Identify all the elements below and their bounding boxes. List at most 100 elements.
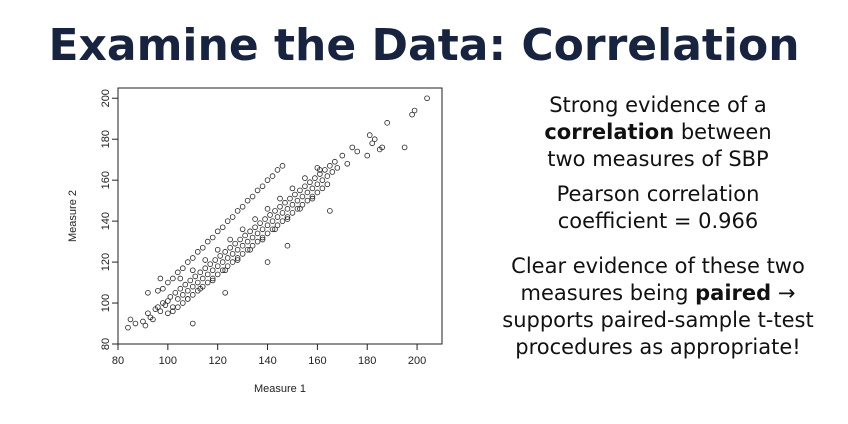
data-point — [409, 111, 415, 118]
data-point — [187, 277, 194, 284]
data-point — [237, 236, 243, 243]
scatter-chart: 80 100 120 140 160 180 200 80 100 120 140 160 180 20… — [67, 87, 443, 395]
data-point — [194, 279, 201, 286]
bullet-correlation: Strong evidence of a correlation between… — [478, 92, 838, 173]
data-point — [309, 193, 316, 200]
data-point — [269, 226, 276, 233]
data-point — [199, 275, 206, 282]
data-point — [239, 251, 246, 257]
data-point — [302, 183, 308, 190]
data-point — [254, 238, 261, 245]
data-point — [202, 257, 209, 263]
data-point — [371, 136, 378, 142]
bullet-3-bold: paired — [695, 281, 772, 305]
data-point — [309, 195, 316, 202]
bullet-3-line-4: procedures as appropriate! — [515, 335, 801, 359]
data-point — [175, 296, 181, 302]
data-point — [312, 175, 318, 181]
data-point — [277, 195, 283, 202]
data-point — [182, 281, 189, 288]
data-point — [229, 251, 236, 257]
x-tick-label: 140 — [258, 355, 276, 367]
data-point — [314, 189, 321, 196]
data-point — [319, 185, 326, 192]
data-point — [249, 193, 256, 200]
data-point — [209, 267, 216, 274]
data-point — [247, 228, 253, 235]
data-point — [157, 275, 164, 282]
data-point — [212, 257, 219, 263]
data-point — [384, 120, 390, 126]
data-point — [299, 201, 306, 208]
data-point — [322, 167, 328, 173]
data-point — [366, 132, 373, 138]
data-point — [162, 302, 169, 308]
data-point — [170, 308, 176, 315]
data-point — [165, 279, 171, 286]
data-point — [142, 322, 149, 329]
data-point — [284, 214, 291, 220]
bullet-1-post: between — [674, 120, 772, 144]
data-point — [297, 206, 303, 212]
bullet-pearson: Pearson correlation coefficient = 0.966 — [478, 181, 838, 235]
data-point — [277, 203, 283, 210]
data-point — [224, 255, 231, 261]
data-point — [269, 218, 276, 224]
data-point — [239, 226, 246, 233]
data-point — [334, 165, 341, 171]
data-point — [269, 173, 276, 179]
data-point — [180, 292, 186, 298]
data-point — [284, 206, 291, 212]
data-point — [319, 177, 326, 183]
data-point — [252, 216, 258, 222]
data-point — [197, 269, 204, 276]
data-point — [287, 195, 293, 202]
data-point — [204, 279, 211, 286]
data-point — [157, 308, 164, 315]
data-point — [272, 208, 278, 214]
data-point — [132, 320, 139, 327]
data-point — [327, 163, 333, 169]
data-point — [180, 265, 186, 272]
y-tick-label: 80 — [100, 338, 112, 350]
bullet-2-line-1: Pearson correlation — [556, 182, 760, 206]
data-point — [274, 167, 281, 173]
data-point — [234, 255, 241, 261]
data-point — [239, 203, 246, 210]
data-point — [289, 185, 296, 192]
data-point — [219, 224, 226, 231]
y-tick-label: 100 — [100, 294, 112, 312]
data-point — [284, 216, 291, 222]
data-point — [232, 240, 238, 247]
data-point — [192, 273, 199, 280]
data-point — [145, 310, 151, 317]
bullet-1-line-3: two measures of SBP — [547, 147, 769, 171]
data-point — [234, 246, 241, 253]
data-point — [324, 173, 331, 179]
data-point — [262, 216, 268, 222]
bullet-paired: Clear evidence of these two measures bei… — [478, 253, 838, 361]
data-point — [332, 158, 338, 165]
slide-title: Examine the Data: Correlation — [48, 20, 800, 71]
data-point — [297, 187, 303, 194]
bullet-3-post: → — [771, 281, 796, 305]
data-point — [229, 214, 236, 220]
data-point — [314, 181, 321, 188]
data-point — [272, 226, 278, 233]
data-point — [244, 246, 251, 253]
data-point — [242, 232, 248, 239]
data-point — [127, 316, 134, 323]
bullet-3-line-1: Clear evidence of these two — [511, 254, 805, 278]
data-point — [222, 290, 228, 296]
data-point — [254, 230, 261, 237]
data-point — [227, 244, 233, 251]
data-point — [274, 222, 281, 229]
data-point — [175, 269, 181, 276]
data-point — [279, 210, 286, 216]
data-point — [254, 187, 261, 194]
data-point — [282, 199, 288, 206]
x-tick-label: 80 — [112, 355, 124, 367]
data-point — [259, 226, 266, 233]
bullet-3-pre: measures being — [520, 281, 696, 305]
data-point — [219, 267, 226, 274]
